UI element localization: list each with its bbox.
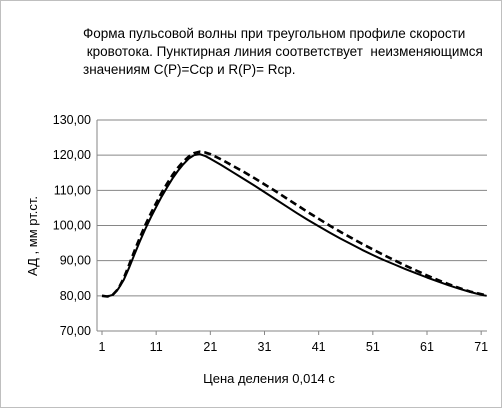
grid-lines: [96, 119, 487, 335]
x-tick-label: 51: [366, 340, 380, 354]
series-line-dashed: [101, 150, 487, 298]
chart-title-line-2: кровотока. Пунктирная линия соответствуе…: [83, 44, 483, 59]
x-tick-label: 1: [99, 340, 106, 354]
y-tick-label: 100,00: [53, 219, 91, 233]
y-tick-label: 130,00: [53, 113, 91, 127]
tick-labels: 70,00 80,00 90,00 100,00 110,00 120,00 130,00 1…: [53, 113, 488, 354]
chart-title-line-3: значениям C(P)=Cср и R(P)= Rср.: [83, 62, 296, 77]
series-line-solid: [101, 153, 487, 298]
y-tick-label: 120,00: [53, 148, 91, 162]
x-tick-label: 31: [258, 340, 272, 354]
series-lines: [101, 150, 487, 298]
x-tick-label: 41: [312, 340, 326, 354]
chart-title: Форма пульсовой волны при треугольном пр…: [83, 25, 501, 79]
x-axis-label: Цена деления 0,014 с: [203, 371, 335, 386]
x-tick-label: 21: [203, 340, 217, 354]
y-tick-label: 80,00: [60, 289, 91, 303]
x-tick-label: 71: [474, 340, 488, 354]
x-tick-label: 11: [150, 340, 163, 354]
chart-title-line-1: Форма пульсовой волны при треугольном пр…: [83, 26, 466, 41]
y-tick-label: 70,00: [60, 324, 91, 338]
x-tick-label: 61: [420, 340, 434, 354]
y-tick-label: 90,00: [60, 254, 91, 268]
y-tick-label: 110,00: [54, 183, 91, 197]
y-axis-label: АД , мм рт.ст.: [25, 196, 40, 276]
